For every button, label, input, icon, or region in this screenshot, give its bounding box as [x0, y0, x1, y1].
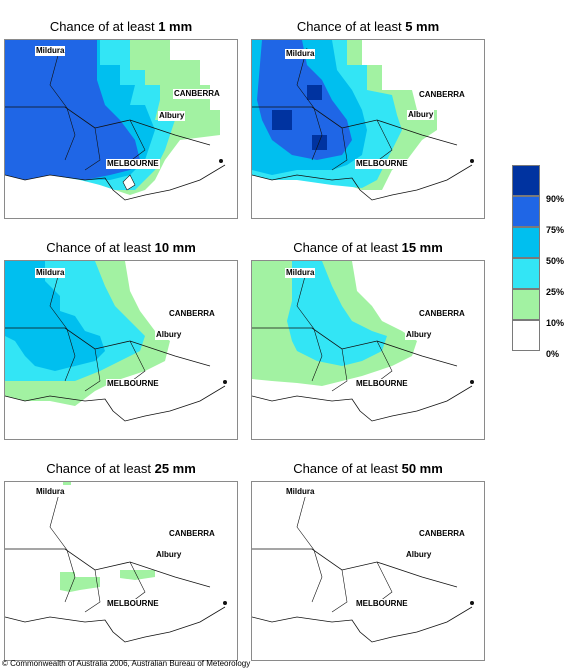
place-label-canberra: CANBERRA [418, 309, 466, 319]
place-label-mildura: Mildura [285, 49, 316, 59]
legend-label-0: 0% [546, 349, 560, 359]
rain-shading [5, 40, 226, 201]
place-label-canberra: CANBERRA [418, 529, 466, 539]
place-label-melbourne: MELBOURNE [355, 599, 409, 609]
place-label-melbourne: MELBOURNE [106, 599, 160, 609]
place-label-melbourne: MELBOURNE [106, 379, 160, 389]
place-label-mildura: Mildura [285, 268, 316, 278]
map-frame: Mildura CANBERRA Albury MELBOURNE [251, 481, 485, 661]
panel-title: Chance of at least 10 mm [46, 240, 196, 255]
place-label-canberra: CANBERRA [173, 89, 221, 99]
rain-shading [5, 482, 227, 643]
legend-label-75: 75% [546, 225, 565, 235]
legend-label-50: 50% [546, 256, 565, 266]
place-label-albury: Albury [407, 110, 435, 120]
legend-swatch-3 [512, 258, 540, 289]
panel-title: Chance of at least 25 mm [46, 461, 196, 476]
place-label-albury: Albury [405, 330, 433, 340]
place-label-melbourne: MELBOURNE [355, 159, 409, 169]
place-label-canberra: CANBERRA [168, 309, 216, 319]
place-label-albury: Albury [158, 111, 186, 121]
copyright-text: © Commonwealth of Australia 2006, Austra… [2, 659, 251, 668]
panel-title: Chance of at least 50 mm [293, 461, 443, 476]
place-label-albury: Albury [155, 550, 183, 560]
place-label-mildura: Mildura [35, 268, 66, 278]
map-frame: Mildura CANBERRA Albury MELBOURNE [4, 260, 238, 440]
legend-label-25: 25% [546, 287, 565, 297]
place-label-albury: Albury [155, 330, 183, 340]
rain-shading [252, 489, 474, 643]
legend-swatch-4 [512, 289, 540, 320]
legend-swatch-2 [512, 227, 540, 258]
place-label-melbourne: MELBOURNE [106, 159, 160, 169]
place-label-canberra: CANBERRA [168, 529, 216, 539]
rain-shading [5, 261, 227, 422]
place-label-albury: Albury [405, 550, 433, 560]
map-frame: Mildura CANBERRA Albury MELBOURNE [4, 481, 238, 661]
panel-title: Chance of at least 15 mm [293, 240, 443, 255]
panel-title: Chance of at least 5 mm [296, 19, 440, 34]
place-label-melbourne: MELBOURNE [355, 379, 409, 389]
place-label-canberra: CANBERRA [418, 90, 466, 100]
legend-label-90: 90% [546, 194, 565, 204]
legend-swatch-0 [512, 165, 540, 196]
rain-shading [252, 40, 474, 201]
rain-shading [252, 261, 474, 422]
map-frame: Mildura CANBERRA Albury MELBOURNE [251, 39, 485, 219]
place-label-mildura: Mildura [35, 487, 66, 497]
legend-swatch-1 [512, 196, 540, 227]
map-frame: Mildura CANBERRA Albury MELBOURNE [4, 39, 238, 219]
panel-title: Chance of at least 1 mm [49, 19, 193, 34]
legend-swatch-5 [512, 320, 540, 351]
place-label-mildura: Mildura [285, 487, 316, 497]
map-frame: Mildura CANBERRA Albury MELBOURNE [251, 260, 485, 440]
legend-label-10: 10% [546, 318, 565, 328]
place-label-mildura: Mildura [35, 46, 66, 56]
